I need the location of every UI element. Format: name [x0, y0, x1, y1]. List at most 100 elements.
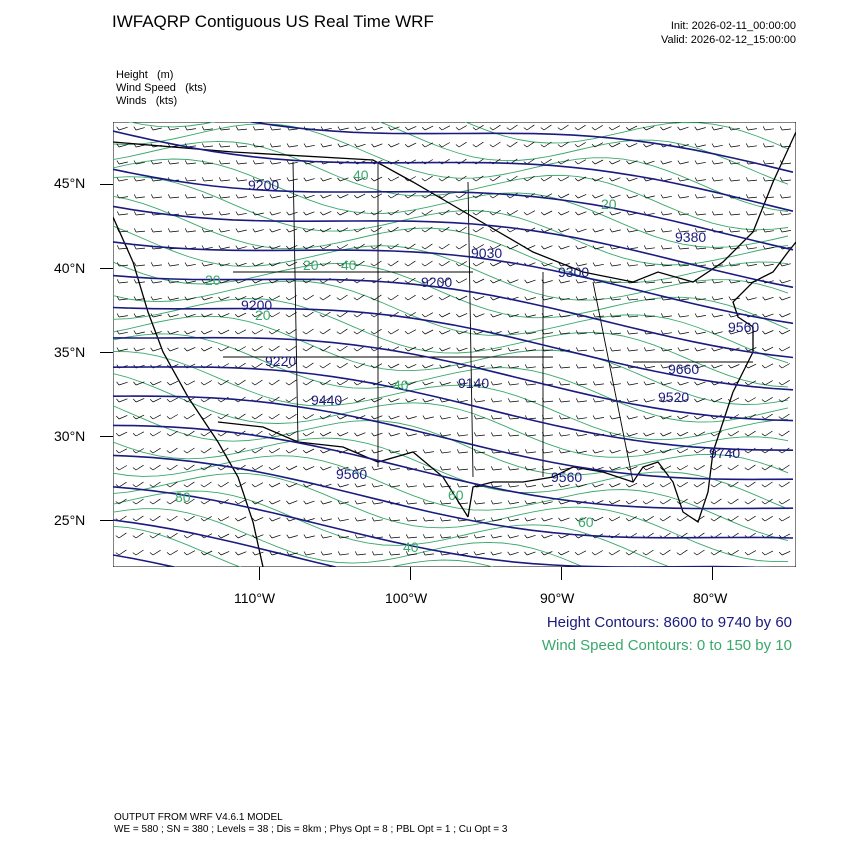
wind-barb — [592, 245, 604, 250]
wind-barb — [591, 159, 604, 165]
wind-barb — [184, 279, 196, 284]
wind-barb — [319, 227, 332, 233]
wind-barb — [388, 381, 400, 386]
wind-barb — [387, 243, 399, 250]
wind-barb — [625, 516, 637, 522]
wind-barb — [184, 330, 196, 335]
wind-barb — [524, 500, 536, 505]
wind-barb — [354, 534, 366, 539]
wind-barb — [286, 228, 298, 233]
wind-barb — [592, 194, 604, 199]
wind-barb — [626, 398, 638, 403]
wind-barb — [252, 211, 264, 216]
wind-barb — [506, 244, 519, 250]
wind-barb — [456, 449, 468, 454]
wind-barb — [438, 226, 450, 233]
wind-barb — [234, 499, 247, 505]
wind-barb — [558, 534, 570, 539]
wind-barb — [421, 295, 433, 301]
wind-barb — [575, 296, 587, 301]
wind-barb — [490, 381, 502, 386]
wind-barb — [201, 296, 213, 301]
wind-barb — [320, 534, 332, 539]
wind-barb — [116, 381, 128, 386]
speed-label: 40 — [403, 539, 419, 555]
wind-barb — [473, 313, 485, 318]
wind-barb — [575, 449, 587, 454]
wind-barb — [218, 228, 230, 233]
wind-barb — [490, 483, 502, 488]
wind-barb — [609, 483, 621, 488]
wind-barb — [235, 534, 247, 539]
height-label: 9300 — [558, 264, 589, 280]
wind-barb — [473, 398, 485, 403]
wind-barb — [388, 534, 401, 539]
wind-barb — [558, 466, 570, 471]
wind-barb — [455, 125, 467, 131]
wind-barb — [711, 160, 723, 165]
wind-barb — [200, 550, 213, 556]
wind-barb — [592, 415, 604, 420]
wind-barb — [353, 328, 365, 335]
wind-barb — [575, 432, 587, 437]
wind-barb — [473, 432, 485, 437]
wind-barb — [762, 143, 774, 148]
valid-time: Valid: 2026-02-12_15:00:00 — [661, 34, 796, 46]
wind-barb — [269, 245, 281, 250]
height-label: 9200 — [248, 177, 279, 193]
wind-barb — [507, 534, 519, 539]
wind-barb — [626, 177, 638, 182]
speed-label: 40 — [393, 377, 409, 393]
wind-barb — [132, 414, 145, 420]
wind-barb — [336, 397, 349, 403]
wind-barb — [285, 413, 297, 420]
wind-barb — [592, 262, 604, 267]
wind-barb — [421, 142, 434, 148]
wind-barb — [149, 515, 161, 522]
wind-barb — [285, 465, 298, 471]
wind-barb — [693, 498, 705, 505]
wind-barb — [489, 244, 502, 250]
wind-barb — [677, 330, 689, 335]
wind-barb — [473, 296, 485, 301]
wind-barb — [524, 432, 536, 437]
wind-barb — [336, 311, 348, 318]
height-label: 9200 — [241, 297, 272, 313]
height-contour-line — [113, 395, 794, 481]
wind-barb — [524, 483, 536, 488]
speed-contour-line — [464, 122, 789, 150]
weather-map: 9200 9030 9200 9300 9200 9220 9440 9140 9560 9560… — [113, 122, 796, 567]
wind-barb — [439, 364, 451, 369]
wind-barb — [337, 517, 349, 522]
wind-barb — [149, 549, 161, 556]
wind-barb — [761, 346, 774, 352]
wind-barb — [234, 447, 246, 454]
wind-barb — [456, 415, 468, 420]
wind-barb — [337, 432, 349, 437]
wind-barb — [575, 347, 588, 352]
wind-barb — [574, 550, 587, 556]
state-line-7 — [592, 281, 634, 483]
wind-barb — [558, 364, 571, 369]
wind-barb — [761, 481, 773, 488]
wind-barb — [439, 466, 451, 471]
wind-barb — [490, 347, 502, 352]
wind-barb — [234, 413, 246, 420]
wind-barb — [132, 464, 144, 471]
wind-barb — [268, 328, 280, 335]
wind-barb — [422, 534, 434, 539]
wind-barb — [643, 364, 655, 369]
wind-barb — [404, 294, 416, 301]
wind-barb — [592, 483, 604, 488]
wind-barb — [371, 517, 383, 522]
wind-barb — [268, 465, 281, 471]
wind-barb — [540, 124, 552, 131]
wind-barb — [183, 464, 195, 471]
wind-barb — [592, 449, 604, 454]
wind-barb — [626, 432, 638, 437]
wind-barb — [404, 346, 417, 352]
wind-barb — [150, 126, 162, 131]
wind-barb — [354, 126, 366, 131]
speed-contour-line — [113, 525, 494, 567]
wind-barb — [677, 381, 689, 386]
